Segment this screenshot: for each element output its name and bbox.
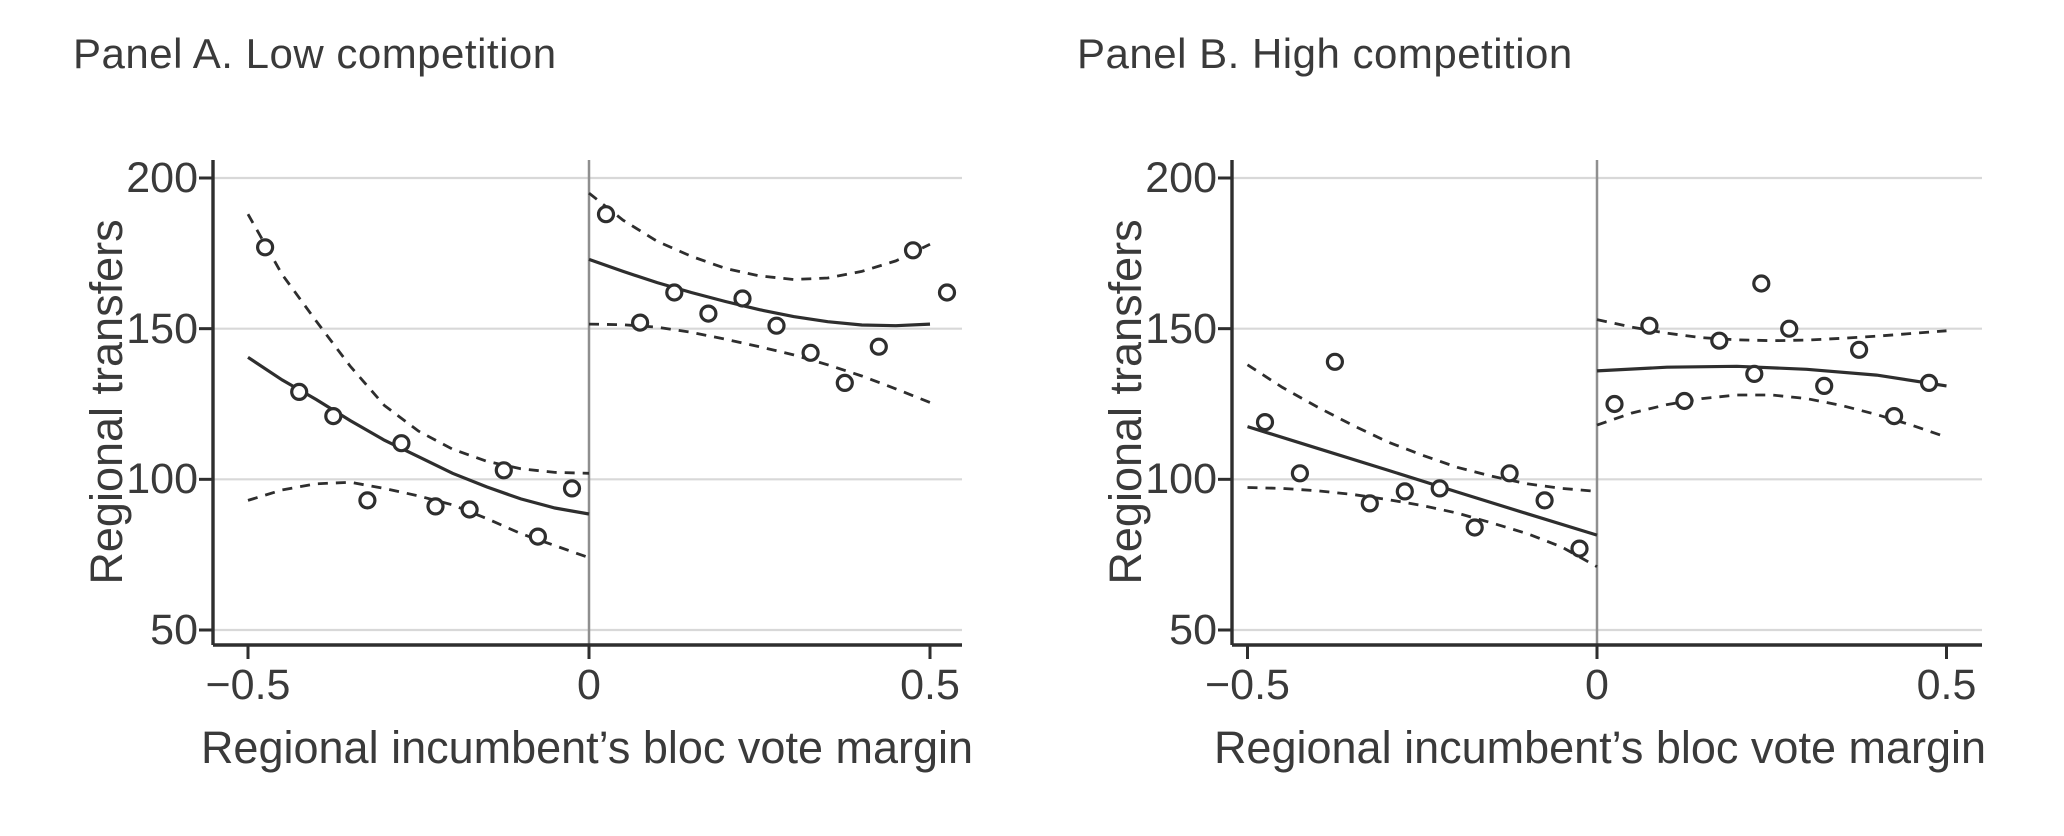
data-point-marker: [801, 343, 820, 362]
panel-a-title: Panel A. Low competition: [73, 30, 557, 77]
data-point-marker: [1395, 482, 1414, 501]
y-tick-label: 150: [1145, 304, 1217, 353]
y-tick-label: 100: [1145, 455, 1217, 504]
data-point-marker: [528, 527, 548, 546]
data-point-marker: [1605, 394, 1624, 414]
data-point-marker: [1745, 364, 1764, 383]
data-point-marker: [733, 289, 752, 308]
data-point-marker: [630, 313, 650, 332]
data-point-marker: [358, 491, 377, 510]
ci-band-lower-left-line: [247, 480, 590, 560]
x-tick-label: −0.5: [1205, 661, 1290, 709]
data-point-marker: [1675, 391, 1694, 411]
x-tick-label: 0: [1585, 661, 1609, 709]
data-point-marker: [937, 283, 957, 302]
fit-line-left: [247, 355, 590, 516]
data-point-marker: [1849, 340, 1869, 359]
data-point-marker: [1465, 518, 1484, 537]
data-point-marker: [835, 373, 854, 392]
x-tick-label: −0.5: [205, 661, 291, 709]
fit-line-left: [1247, 425, 1598, 537]
ci-band-lower-left-line: [1247, 486, 1598, 568]
data-point-marker: [699, 304, 718, 323]
data-point-marker: [1255, 413, 1275, 432]
data-point-marker: [1640, 316, 1659, 335]
panel-a-x-axis-label: Regional incumbent’s bloc vote margin: [200, 722, 974, 773]
data-point-marker: [562, 479, 582, 498]
y-tick-label: 200: [126, 154, 198, 202]
data-point-marker: [460, 500, 479, 519]
fit-line-right: [588, 257, 931, 328]
ci-band-upper-left-line: [246, 213, 590, 475]
y-tick-label: 50: [150, 605, 198, 654]
data-point-marker: [1325, 352, 1344, 371]
data-point-marker: [494, 461, 513, 480]
data-point-marker: [426, 497, 445, 516]
data-point-marker: [665, 283, 684, 302]
data-point-marker: [324, 407, 343, 426]
data-point-marker: [1884, 407, 1904, 426]
data-point-marker: [1500, 464, 1519, 483]
x-tick-label: 0.5: [1916, 661, 1977, 709]
ci-band-lower-right-line: [588, 322, 931, 404]
panel-b-x-axis-label: Regional incumbent’s bloc vote margin: [1213, 722, 1987, 773]
data-point-marker: [1535, 491, 1554, 510]
data-point-marker: [869, 337, 888, 356]
data-point-marker: [1430, 479, 1449, 498]
x-tick-label: 0.5: [900, 661, 960, 709]
panel-b-title: Panel B. High competition: [1077, 30, 1573, 77]
data-point-marker: [903, 241, 923, 260]
fit-line-right: [1596, 364, 1947, 388]
y-tick-label: 200: [1145, 154, 1217, 202]
ci-band-upper-right-line: [588, 192, 931, 281]
y-tick-label: 100: [126, 455, 198, 504]
panel-a: Panel A. Low competition Regional transf…: [73, 30, 973, 773]
data-point-marker: [290, 382, 309, 401]
data-point-marker: [1360, 494, 1379, 513]
data-point-marker: [596, 205, 616, 224]
data-point-marker: [1780, 319, 1799, 338]
panel-a-plot-area: [199, 160, 962, 659]
y-tick-label: 50: [1169, 605, 1217, 654]
data-point-marker: [1570, 539, 1589, 558]
data-point-marker: [392, 434, 411, 453]
data-point-marker: [1815, 376, 1834, 395]
data-point-marker: [1290, 464, 1309, 483]
data-point-marker: [1919, 373, 1939, 392]
data-point-marker: [1752, 274, 1771, 293]
data-point-marker: [1710, 331, 1729, 350]
data-point-marker: [767, 316, 786, 335]
panel-b-plot-area: [1218, 160, 1982, 659]
y-tick-label: 150: [126, 304, 198, 353]
x-tick-label: 0: [577, 661, 601, 709]
data-point-marker: [256, 238, 275, 257]
panel-b: Panel B. High competition Regional trans…: [1032, 0, 2064, 836]
